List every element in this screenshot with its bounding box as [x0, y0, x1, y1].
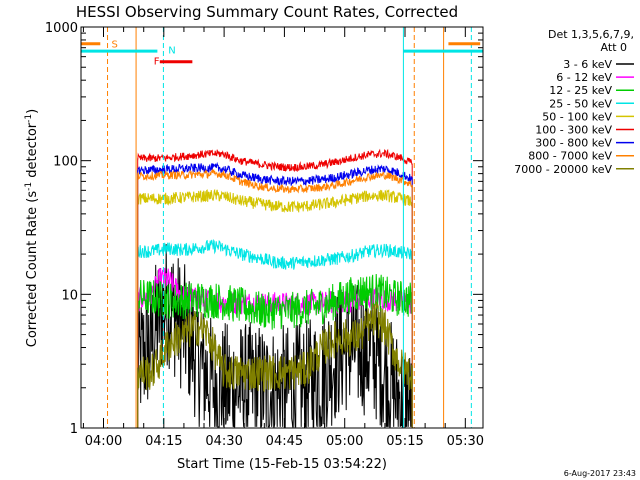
legend-label: 100 - 300 keV [535, 124, 612, 137]
footer-date: 6-Aug-2017 23:43 [564, 469, 636, 478]
legend-label: 3 - 6 keV [563, 58, 612, 71]
x-tick-label: 04:45 [266, 434, 303, 449]
series-50-100-kev [137, 188, 413, 428]
y-tick-label: 1000 [45, 21, 78, 36]
series-layer [137, 148, 413, 429]
series-300-800-kev [137, 161, 413, 428]
x-tick-label: 04:30 [205, 434, 242, 449]
legend-label: 800 - 7000 keV [528, 150, 612, 163]
y-tick-label: 100 [53, 155, 78, 170]
night-label: N [168, 45, 175, 56]
series-800-7000-kev [137, 168, 413, 428]
legend-label: 50 - 100 keV [542, 110, 612, 123]
flare-label: F [154, 57, 160, 68]
y-tick-label: 10 [61, 288, 78, 303]
legend-label: 7000 - 20000 keV [514, 163, 612, 176]
x-axis-label: Start Time (15-Feb-15 03:54:22) [177, 457, 387, 472]
legend-label: 300 - 800 keV [535, 137, 612, 150]
axis-layer: 1 10 100 1000 04:00 04:15 04:30 04:45 05:00 05:15… [45, 21, 484, 449]
series-7000-20000-kev [137, 301, 413, 428]
x-tick-label: 04:00 [85, 434, 122, 449]
series-12-25-kev [137, 273, 413, 428]
y-tick-label: 1 [70, 422, 78, 437]
legend-label: 25 - 50 keV [549, 97, 612, 110]
x-tick-label: 05:00 [326, 434, 363, 449]
legend-detector-line2: Att 0 [601, 41, 627, 54]
x-tick-label: 04:15 [145, 434, 182, 449]
legend-label: 6 - 12 keV [556, 71, 612, 84]
x-tick-label: 05:15 [386, 434, 423, 449]
series-25-50-kev [137, 238, 413, 428]
x-tick-label: 05:30 [447, 434, 484, 449]
saa-label: S [112, 39, 118, 50]
y-axis-label: Corrected Count Rate (s-1 detector-1) [24, 109, 40, 347]
legend-detector-line1: Det 1,3,5,6,7,9, [548, 28, 634, 41]
chart-title: HESSI Observing Summary Count Rates, Cor… [76, 3, 458, 21]
plot-frame [80, 26, 484, 429]
series-100-300-kev [137, 148, 413, 428]
legend-label: 12 - 25 keV [549, 84, 612, 97]
marker-layer: S NF [81, 27, 483, 428]
